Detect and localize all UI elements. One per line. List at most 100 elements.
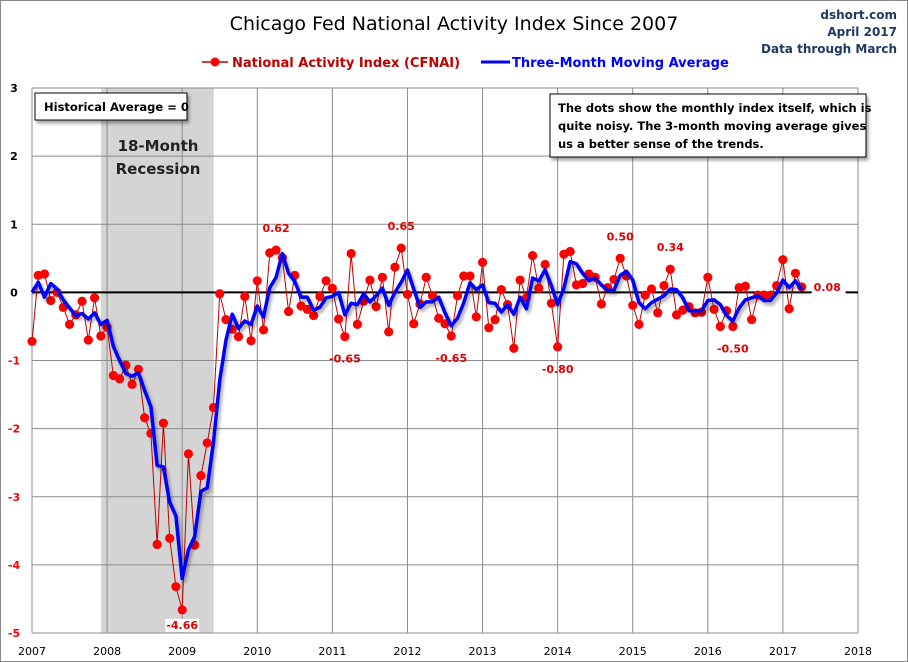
cfnai-point [371,302,381,312]
cfnai-point [315,291,325,302]
x-tick-label: 2011 [318,645,346,658]
note-box: The dots show the monthly index itself, … [549,93,872,158]
data-label: 0.34 [657,241,684,254]
cfnai-point [283,306,294,317]
moving-average-line [30,251,804,581]
x-tick-label: 2008 [93,645,121,658]
data-label: -0.65 [329,353,361,366]
cfnai-point [515,275,525,285]
recession-label-line2: Recession [116,160,201,178]
y-tick-label: -5 [8,627,20,640]
cfnai-point [233,332,244,342]
cfnai-point [390,262,400,272]
cfnai-point [258,325,269,335]
historical-average-label: Historical Average = 0 [44,100,189,114]
cfnai-point [64,319,75,329]
cfnai-point [409,319,419,329]
cfnai-point [484,323,494,333]
cfnai-point [628,300,638,310]
cfnai-point [709,304,719,315]
data-label: -0.80 [542,363,574,376]
cfnai-point [46,295,56,306]
cfnai-point [715,321,725,332]
cfnai-point [740,281,750,291]
data-label: -0.65 [435,352,467,365]
y-tick-label: -1 [8,355,20,368]
source-data-through: Data through March [761,42,897,56]
cfnai-point [346,248,356,259]
x-tick-label: 2015 [619,645,647,658]
cfnai-point [327,283,337,293]
cfnai-point [246,336,256,346]
cfnai-point [778,255,788,265]
x-tick-label: 2010 [243,645,271,658]
cfnai-point [340,332,350,342]
data-label-bg [165,618,200,632]
data-label-bg [811,280,846,294]
cfnai-point [165,533,175,543]
data-label: 0.50 [607,230,634,243]
cfnai-point [377,272,388,282]
cfnai-point [177,605,187,615]
cfnai-point [528,250,538,261]
data-label: 0.08 [814,281,841,294]
cfnai-point [784,304,794,314]
cfnai-point [653,308,663,318]
cfnai-point [646,284,657,294]
cfnai-point [240,291,250,302]
cfnai-point [534,283,544,293]
cfnai-point [321,276,331,286]
x-tick-label: 2018 [844,645,872,658]
cfnai-point [252,276,262,286]
y-tick-label: 1 [10,218,18,231]
cfnai-point [384,327,394,337]
x-tick-label: 2012 [393,645,421,658]
cfnai-point [671,310,682,320]
cfnai-point [271,245,281,255]
y-tick-label: -3 [8,491,20,504]
cfnai-point [477,257,488,267]
source-site: dshort.com [820,8,897,22]
x-tick-label: 2009 [168,645,196,658]
cfnai-point [402,289,413,300]
cfnai-point [202,438,212,448]
cfnai-point [790,268,801,278]
data-label: -0.50 [717,342,749,355]
source-date: April 2017 [827,25,897,39]
legend-ma-label: Three-Month Moving Average [512,56,729,71]
cfnai-point [308,310,319,321]
cfnai-point [133,364,143,374]
cfnai-point [565,246,575,257]
cfnai-point [421,272,431,282]
cfnai-point [540,259,550,270]
cfnai-point [496,285,506,295]
cfnai-point [596,299,607,309]
chart-title: Chicago Fed National Activity Index Sinc… [230,13,679,35]
cfnai-point [446,331,456,341]
cfnai-point [546,298,556,308]
recession-label-line1: 18-Month [118,137,199,155]
cfnai-point [490,315,500,325]
cfnai-point [509,343,519,353]
x-tick-label: 2016 [694,645,722,658]
cfnai-point [396,243,406,253]
cfnai-point [747,315,757,325]
cfnai-point [89,293,100,303]
cfnai-point [215,289,225,299]
cfnai-point [183,449,194,459]
cfnai-point [578,278,588,289]
data-label: -4.66 [166,619,198,632]
legend: National Activity Index (CFNAI) Three-Mo… [202,56,729,71]
data-label: 0.65 [388,220,415,233]
cfnai-point [140,413,150,423]
cfnai-point [615,253,625,263]
cfnai-point [127,379,137,389]
cfnai-point [365,275,375,285]
cfnai-line [31,247,803,610]
y-tick-label: 3 [10,82,18,95]
cfnai-point [728,321,738,332]
cfnai-point [221,315,231,325]
cfnai-point [302,304,312,315]
cfnai-point [115,374,125,384]
cfnai-point [465,271,475,281]
